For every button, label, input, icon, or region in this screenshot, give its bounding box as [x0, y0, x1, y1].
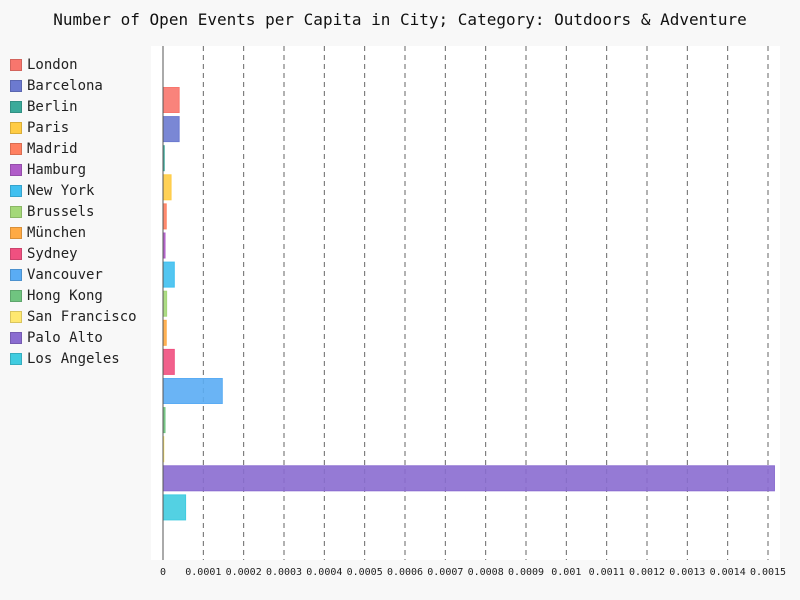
bars: [162, 87, 775, 521]
legend-label: San Francisco: [27, 308, 137, 325]
legend-label: München: [27, 224, 87, 241]
legend-swatch: [10, 184, 22, 197]
x-tick-label: 0.0004: [306, 567, 342, 578]
legend-label: Paris: [27, 119, 70, 136]
bar-new-york: [162, 261, 175, 288]
legend-item: New York: [10, 180, 137, 201]
bar-palo-alto: [162, 465, 775, 492]
bar-barcelona: [162, 116, 180, 143]
bar-london: [162, 87, 180, 113]
legend-item: Vancouver: [10, 264, 137, 285]
legend-item: Paris: [10, 117, 137, 138]
x-tick-label: 0.0002: [226, 567, 262, 578]
legend-label: Palo Alto: [27, 329, 103, 346]
legend-swatch: [10, 310, 22, 323]
legend-swatch: [10, 289, 22, 302]
legend-swatch: [10, 205, 22, 218]
legend-item: Madrid: [10, 138, 137, 159]
x-tick-labels: 0 0.0001 0.0002 0.0003 0.0004 0.0005 0.0006 0.0…: [160, 567, 786, 578]
legend-label: Hong Kong: [27, 287, 103, 304]
legend-label: Hamburg: [27, 161, 87, 178]
legend-swatch: [10, 226, 22, 239]
legend-label: New York: [27, 182, 95, 199]
legend-item: München: [10, 222, 137, 243]
x-tick-label: 0.0013: [669, 567, 705, 578]
legend-label: Madrid: [27, 140, 78, 157]
legend-swatch: [10, 268, 22, 281]
legend: London Barcelona Berlin Paris Madrid Hamburg N…: [10, 54, 137, 369]
legend-swatch: [10, 100, 22, 113]
grid-lines: [202, 46, 769, 560]
legend-item: London: [10, 54, 137, 75]
x-tick-label: 0.0001: [185, 567, 221, 578]
legend-item: Palo Alto: [10, 327, 137, 348]
legend-item: Barcelona: [10, 75, 137, 96]
bar-paris: [162, 174, 172, 201]
legend-label: Vancouver: [27, 266, 103, 283]
x-tick-label: 0.001: [551, 567, 581, 578]
legend-swatch: [10, 247, 22, 260]
legend-label: Barcelona: [27, 77, 103, 94]
legend-label: Berlin: [27, 98, 78, 115]
legend-swatch: [10, 58, 22, 71]
x-tick-label: 0.0014: [710, 567, 746, 578]
chart-title: Number of Open Events per Capita in City…: [53, 10, 747, 29]
x-tick-label: 0.0012: [629, 567, 665, 578]
x-tick-label: 0.0015: [750, 567, 786, 578]
x-tick-label: 0.0003: [266, 567, 302, 578]
legend-item: Hong Kong: [10, 285, 137, 306]
legend-swatch: [10, 142, 22, 155]
bar-brussels: [162, 290, 168, 317]
x-tick-label: 0.0009: [508, 567, 544, 578]
x-tick-label: 0.0007: [427, 567, 463, 578]
legend-swatch: [10, 352, 22, 365]
legend-label: Brussels: [27, 203, 95, 220]
legend-item: Hamburg: [10, 159, 137, 180]
legend-item: Brussels: [10, 201, 137, 222]
legend-swatch: [10, 163, 22, 176]
legend-swatch: [10, 331, 22, 344]
x-tick-label: 0.0008: [468, 567, 504, 578]
legend-item: Los Angeles: [10, 348, 137, 369]
x-tick-label: 0.0005: [347, 567, 383, 578]
legend-swatch: [10, 121, 22, 134]
legend-label: Los Angeles: [27, 350, 120, 367]
bar-vancouver: [162, 378, 223, 404]
legend-item: Sydney: [10, 243, 137, 264]
legend-label: Sydney: [27, 245, 78, 262]
x-tick-label: 0.0011: [589, 567, 625, 578]
legend-swatch: [10, 79, 22, 92]
bar-los-angeles: [162, 494, 187, 521]
legend-label: London: [27, 56, 78, 73]
x-tick-label: 0: [160, 567, 166, 578]
bar-sydney: [162, 348, 175, 375]
x-tick-label: 0.0006: [387, 567, 423, 578]
legend-item: San Francisco: [10, 306, 137, 327]
legend-item: Berlin: [10, 96, 137, 117]
